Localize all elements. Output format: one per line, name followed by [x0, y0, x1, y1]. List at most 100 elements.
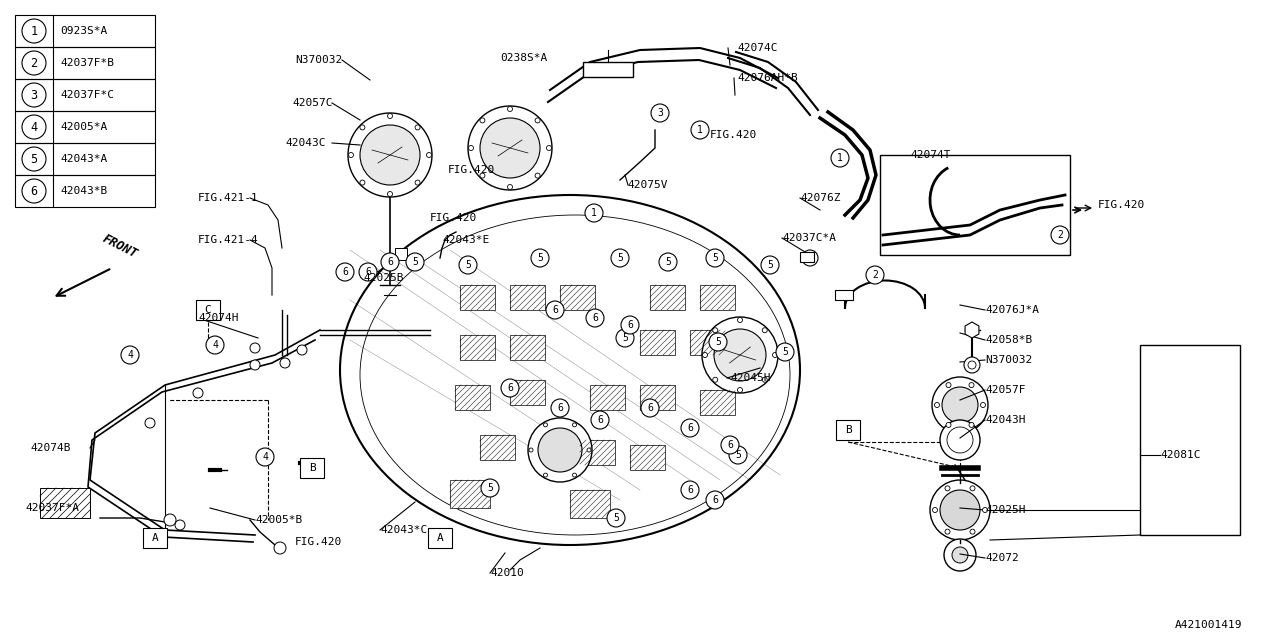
Bar — [509, 285, 545, 310]
Circle shape — [942, 387, 978, 423]
Circle shape — [250, 360, 260, 370]
Text: 42037F*C: 42037F*C — [60, 90, 114, 100]
Circle shape — [250, 343, 260, 353]
Text: 6: 6 — [365, 267, 371, 277]
Text: 42058*B: 42058*B — [986, 335, 1032, 345]
Text: 6: 6 — [596, 415, 603, 425]
Circle shape — [940, 420, 980, 460]
Text: 42043*A: 42043*A — [60, 154, 108, 164]
Text: 42005*A: 42005*A — [60, 122, 108, 132]
Bar — [650, 285, 685, 310]
Ellipse shape — [340, 195, 800, 545]
Text: 42074C: 42074C — [737, 43, 777, 53]
Circle shape — [762, 256, 780, 274]
Text: FIG.421-1: FIG.421-1 — [198, 193, 259, 203]
Circle shape — [983, 508, 987, 513]
Bar — [640, 385, 675, 410]
Bar — [561, 285, 595, 310]
Circle shape — [406, 253, 424, 271]
Text: 42010: 42010 — [490, 568, 524, 578]
Circle shape — [964, 357, 980, 373]
Circle shape — [681, 481, 699, 499]
Circle shape — [691, 121, 709, 139]
Text: FIG.420: FIG.420 — [710, 130, 758, 140]
Circle shape — [940, 490, 980, 530]
Text: 5: 5 — [488, 483, 493, 493]
Bar — [15, 175, 155, 207]
Text: 5: 5 — [735, 450, 741, 460]
Circle shape — [360, 125, 365, 130]
Circle shape — [707, 491, 724, 509]
Circle shape — [980, 403, 986, 408]
Circle shape — [544, 423, 548, 427]
Text: 42025H: 42025H — [986, 505, 1025, 515]
Bar — [396, 248, 407, 260]
Circle shape — [701, 317, 778, 393]
Text: 5: 5 — [31, 152, 37, 166]
Text: FIG.421-4: FIG.421-4 — [198, 235, 259, 245]
Circle shape — [480, 118, 485, 123]
Text: 5: 5 — [716, 337, 721, 347]
Circle shape — [426, 152, 431, 157]
Circle shape — [947, 427, 973, 453]
Circle shape — [274, 542, 285, 554]
Circle shape — [480, 173, 485, 178]
Text: A: A — [436, 533, 443, 543]
Circle shape — [588, 448, 591, 452]
Circle shape — [611, 249, 628, 267]
Circle shape — [946, 383, 951, 388]
Circle shape — [616, 329, 634, 347]
Text: 42005*B: 42005*B — [255, 515, 302, 525]
Text: 42043H: 42043H — [986, 415, 1025, 425]
Circle shape — [381, 253, 399, 271]
Bar — [196, 300, 220, 320]
Text: 42045H: 42045H — [730, 373, 771, 383]
Circle shape — [585, 204, 603, 222]
Text: 5: 5 — [412, 257, 419, 267]
Circle shape — [586, 309, 604, 327]
Circle shape — [945, 486, 950, 491]
Circle shape — [460, 256, 477, 274]
Circle shape — [280, 358, 291, 368]
Circle shape — [945, 529, 950, 534]
Circle shape — [360, 180, 365, 185]
Text: 42074T: 42074T — [910, 150, 951, 160]
Polygon shape — [965, 322, 979, 338]
Text: 6: 6 — [507, 383, 513, 393]
Circle shape — [763, 328, 767, 333]
Text: 6: 6 — [342, 267, 348, 277]
Circle shape — [468, 145, 474, 150]
Text: 6: 6 — [593, 313, 598, 323]
Bar — [700, 285, 735, 310]
Bar — [15, 79, 155, 111]
Bar — [15, 47, 155, 79]
Circle shape — [803, 250, 818, 266]
Circle shape — [535, 118, 540, 123]
Text: FIG.420: FIG.420 — [1098, 200, 1146, 210]
Text: 3: 3 — [657, 108, 663, 118]
Text: 2: 2 — [31, 56, 37, 70]
Text: 6: 6 — [557, 403, 563, 413]
Circle shape — [348, 152, 353, 157]
Circle shape — [969, 422, 974, 428]
Text: 6: 6 — [712, 495, 718, 505]
Circle shape — [737, 317, 742, 323]
Circle shape — [468, 106, 552, 190]
Bar — [590, 385, 625, 410]
Text: 42043*B: 42043*B — [60, 186, 108, 196]
Text: N370032: N370032 — [986, 355, 1032, 365]
Circle shape — [348, 113, 433, 197]
Circle shape — [547, 301, 564, 319]
Circle shape — [531, 249, 549, 267]
Text: FRONT: FRONT — [100, 232, 140, 261]
Text: 42076J*A: 42076J*A — [986, 305, 1039, 315]
Circle shape — [946, 422, 951, 428]
Circle shape — [970, 529, 975, 534]
Circle shape — [933, 508, 937, 513]
Text: 4: 4 — [31, 120, 37, 134]
Circle shape — [730, 446, 748, 464]
Circle shape — [737, 387, 742, 392]
Circle shape — [529, 448, 532, 452]
Circle shape — [535, 173, 540, 178]
Circle shape — [145, 418, 155, 428]
